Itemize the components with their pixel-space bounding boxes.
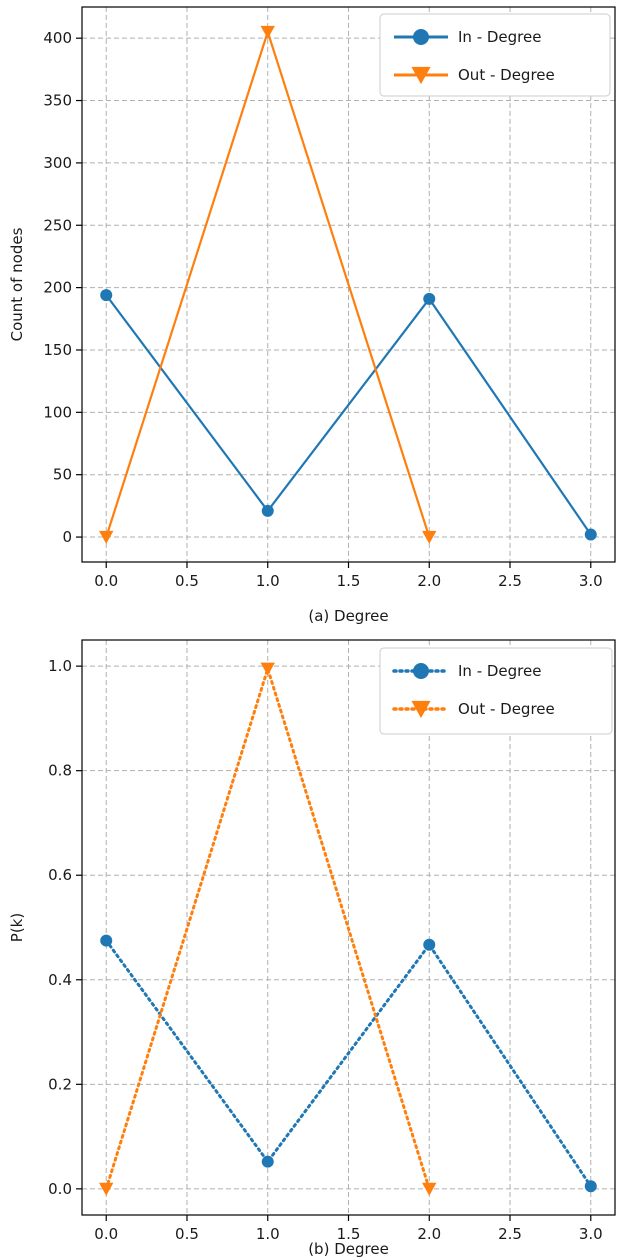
legend-label: Out - Degree xyxy=(458,700,555,718)
x-tick-label: 0.0 xyxy=(94,1225,118,1243)
x-tick-label: 2.5 xyxy=(498,1225,522,1243)
data-point xyxy=(99,1182,114,1196)
legend-label: In - Degree xyxy=(458,662,541,680)
y-tick-label: 0.4 xyxy=(48,971,72,989)
data-point xyxy=(422,1182,437,1196)
x-axis-label: (a) Degree xyxy=(308,607,388,625)
legend: In - Degree Out - Degree xyxy=(379,647,613,735)
x-tick-label: 2.5 xyxy=(498,572,522,590)
y-tick-label: 100 xyxy=(43,403,72,421)
legend-marker xyxy=(413,663,429,679)
y-tick-label: 250 xyxy=(43,216,72,234)
legend-marker xyxy=(411,66,431,85)
legend-label: Out - Degree xyxy=(458,66,555,84)
x-tick-label: 0.5 xyxy=(175,1225,199,1243)
x-axis-label: (b) Degree xyxy=(308,1240,389,1258)
data-point xyxy=(261,504,274,517)
x-tick-label: 1.5 xyxy=(337,572,361,590)
data-point xyxy=(260,25,275,39)
y-tick-label: 150 xyxy=(43,341,72,359)
y-tick-label: 0.0 xyxy=(48,1180,72,1198)
series-in-degree xyxy=(100,289,597,541)
y-axis-label: P(k) xyxy=(8,913,26,942)
x-tick-label: 1.0 xyxy=(256,572,280,590)
data-point xyxy=(423,938,436,951)
x-tick-label: 2.0 xyxy=(417,1225,441,1243)
legend-box xyxy=(379,647,613,735)
y-tick-label: 50 xyxy=(53,466,72,484)
y-tick-label: 200 xyxy=(43,279,72,297)
y-tick-label: 1.0 xyxy=(48,657,72,675)
x-tick-label: 1.5 xyxy=(337,1225,361,1243)
y-tick-label: 0 xyxy=(62,528,72,546)
chart-panel-b: 0.0 0.5 1.0 1.5 2.0 2.5 3.0 0.0 0.2 0.4 0.6 0.8 1.0 (… xyxy=(8,639,616,1258)
x-tick-label: 0.5 xyxy=(175,572,199,590)
y-axis-label: Count of nodes xyxy=(8,227,26,341)
x-tick-label: 0.0 xyxy=(94,572,118,590)
x-tick-label: 3.0 xyxy=(579,572,603,590)
series-line xyxy=(104,939,593,1188)
data-point xyxy=(260,662,275,676)
legend-marker xyxy=(411,700,431,719)
legend-marker xyxy=(413,29,429,45)
x-tick-label: 1.0 xyxy=(256,1225,280,1243)
y-tick-label: 0.2 xyxy=(48,1075,72,1093)
data-point xyxy=(99,530,114,544)
data-point xyxy=(584,1180,597,1193)
x-tick-label: 3.0 xyxy=(579,1225,603,1243)
y-tick-label: 0.6 xyxy=(48,866,72,884)
data-point xyxy=(261,1155,274,1168)
y-tick-label: 350 xyxy=(43,92,72,110)
data-point xyxy=(422,530,437,544)
y-tick-label: 0.8 xyxy=(48,762,72,780)
data-point xyxy=(584,528,597,541)
y-tick-label: 300 xyxy=(43,154,72,172)
series-out-degree xyxy=(99,25,437,544)
legend: In - Degree Out - Degree xyxy=(379,13,611,97)
legend-label: In - Degree xyxy=(458,28,541,46)
series-line xyxy=(105,294,592,536)
chart-panel-a: 0.0 0.5 1.0 1.5 2.0 2.5 3.0 0 50 100 150 200 250 300 3… xyxy=(8,6,616,625)
data-point xyxy=(100,289,113,302)
data-point xyxy=(423,292,436,305)
data-point xyxy=(100,934,113,947)
series-in-degree xyxy=(100,934,597,1193)
y-tick-label: 400 xyxy=(43,29,72,47)
series-out-degree xyxy=(99,662,437,1196)
x-tick-label: 2.0 xyxy=(417,572,441,590)
